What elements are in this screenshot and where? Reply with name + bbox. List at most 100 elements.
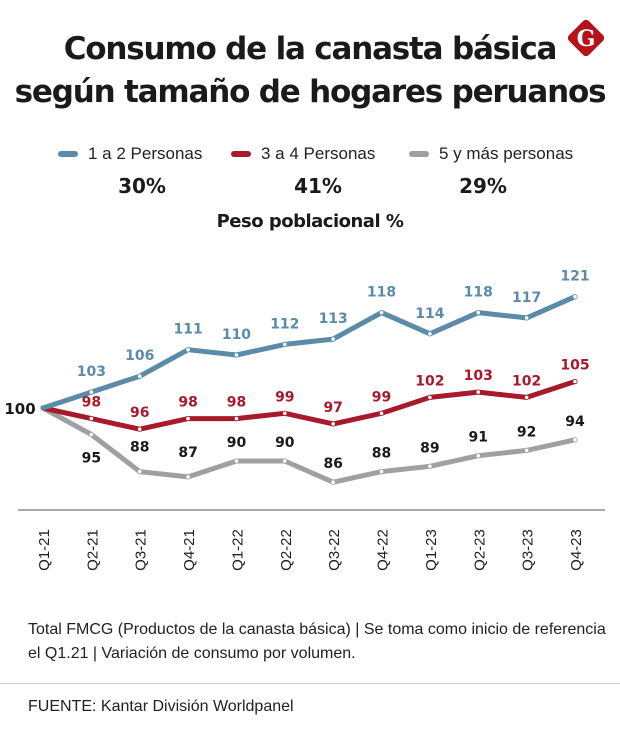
start-value-label: 100 [4, 400, 35, 418]
data-label: 112 [270, 316, 299, 332]
data-point [233, 416, 240, 422]
data-point [572, 378, 578, 385]
data-label: 102 [415, 373, 444, 389]
data-point [88, 389, 94, 395]
x-tick-label: Q4-23 [568, 529, 585, 571]
data-label: 99 [372, 389, 391, 405]
data-label: 88 [130, 440, 149, 456]
x-tick-label: Q1-21 [36, 529, 53, 571]
share-3-4: 41% [294, 174, 342, 198]
data-label: 87 [178, 445, 197, 461]
data-point [185, 347, 191, 353]
x-tick-label: Q4-21 [181, 529, 198, 571]
brand-logo-icon: G [567, 19, 605, 57]
series-line-3 [40, 405, 578, 485]
data-point [572, 437, 578, 443]
data-point [524, 447, 530, 453]
x-tick-label: Q2-22 [278, 529, 295, 571]
data-point [88, 431, 94, 438]
data-label: 86 [323, 456, 342, 472]
data-point [282, 341, 288, 348]
chart-title: Consumo de la canasta básica según tamañ… [0, 28, 620, 114]
data-point [330, 336, 336, 342]
data-point [185, 416, 191, 422]
legend-item-5-mas: 5 y más personas [409, 144, 573, 164]
data-label: 97 [323, 400, 342, 416]
x-tick-label: Q3-21 [133, 529, 150, 571]
data-label: 113 [319, 311, 348, 327]
data-point [330, 421, 336, 427]
data-point [233, 352, 240, 358]
data-point [475, 389, 481, 395]
legend-label: 5 y más personas [439, 144, 574, 163]
data-point [524, 315, 530, 321]
data-label: 106 [125, 348, 154, 364]
data-label: 90 [275, 435, 295, 451]
data-point [137, 426, 143, 432]
data-label: 94 [565, 414, 585, 430]
data-point [572, 294, 578, 300]
data-label: 89 [420, 440, 439, 456]
share-1-2: 30% [118, 174, 166, 198]
data-point [137, 373, 143, 379]
data-label: 99 [275, 389, 294, 405]
data-label: 118 [367, 285, 396, 301]
data-point [233, 458, 240, 464]
data-label: 121 [560, 269, 589, 285]
legend: 1 a 2 Personas 3 a 4 Personas 5 y más pe… [0, 144, 620, 168]
data-label: 96 [130, 405, 149, 421]
data-point [378, 410, 385, 416]
x-tick-label: Q3-22 [326, 529, 343, 571]
data-point [282, 458, 288, 464]
x-tick-label: Q2-23 [471, 529, 488, 571]
data-point [475, 453, 481, 459]
data-label: 88 [372, 446, 391, 462]
data-point [427, 394, 433, 400]
data-label: 98 [82, 395, 101, 411]
x-tick-label: Q1-22 [229, 529, 246, 571]
legend-item-1-2: 1 a 2 Personas [58, 144, 202, 164]
legend-label: 1 a 2 Personas [88, 144, 203, 163]
data-label: 95 [82, 451, 101, 467]
data-point [185, 474, 191, 480]
series-line-1 [40, 294, 578, 411]
data-point [378, 309, 385, 316]
x-tick-label: Q1-23 [423, 529, 440, 571]
data-label: 118 [464, 285, 493, 301]
x-tick-label: Q4-22 [375, 529, 392, 571]
divider [0, 683, 620, 684]
footnote: Total FMCG (Productos de la canasta bási… [28, 621, 606, 662]
data-point [378, 469, 385, 475]
share-5-mas: 29% [459, 174, 507, 198]
logo-letter: G [577, 26, 596, 52]
legend-swatch-blue [58, 151, 78, 157]
data-point [427, 331, 433, 337]
data-label: 110 [222, 327, 251, 343]
data-point [282, 410, 288, 416]
logo-diamond [567, 19, 605, 57]
data-point [427, 463, 433, 469]
legend-item-3-4: 3 a 4 Personas [231, 144, 375, 164]
subtitle: Peso poblacional % [216, 211, 404, 232]
data-point [330, 479, 336, 485]
data-label: 90 [227, 435, 247, 451]
data-label: 105 [560, 358, 589, 374]
data-label: 92 [517, 424, 536, 440]
data-point [475, 309, 481, 316]
legend-label: 3 a 4 Personas [261, 144, 376, 163]
series-line-2 [40, 379, 578, 432]
data-label: 91 [469, 430, 488, 446]
data-label: 117 [512, 290, 541, 306]
data-label: 111 [173, 322, 202, 338]
data-label: 103 [464, 368, 493, 384]
source: FUENTE: Kantar División Worldpanel [28, 698, 294, 715]
data-point [524, 394, 530, 400]
data-point [137, 469, 143, 475]
line-chart: Q1-21 Q2-21 Q3-21 Q4-21 Q1-22 Q2-22 Q3-22 Q4-22… [4, 269, 605, 571]
title-line-1: Consumo de la canasta básica [63, 31, 558, 67]
data-label: 103 [77, 364, 106, 380]
data-point [88, 416, 94, 422]
title-line-2: según tamaño de hogares peruanos [14, 74, 607, 110]
data-label: 114 [415, 306, 444, 322]
data-label: 98 [178, 395, 197, 411]
